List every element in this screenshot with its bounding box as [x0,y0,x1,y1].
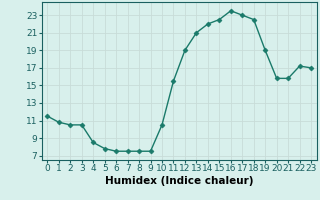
X-axis label: Humidex (Indice chaleur): Humidex (Indice chaleur) [105,176,253,186]
